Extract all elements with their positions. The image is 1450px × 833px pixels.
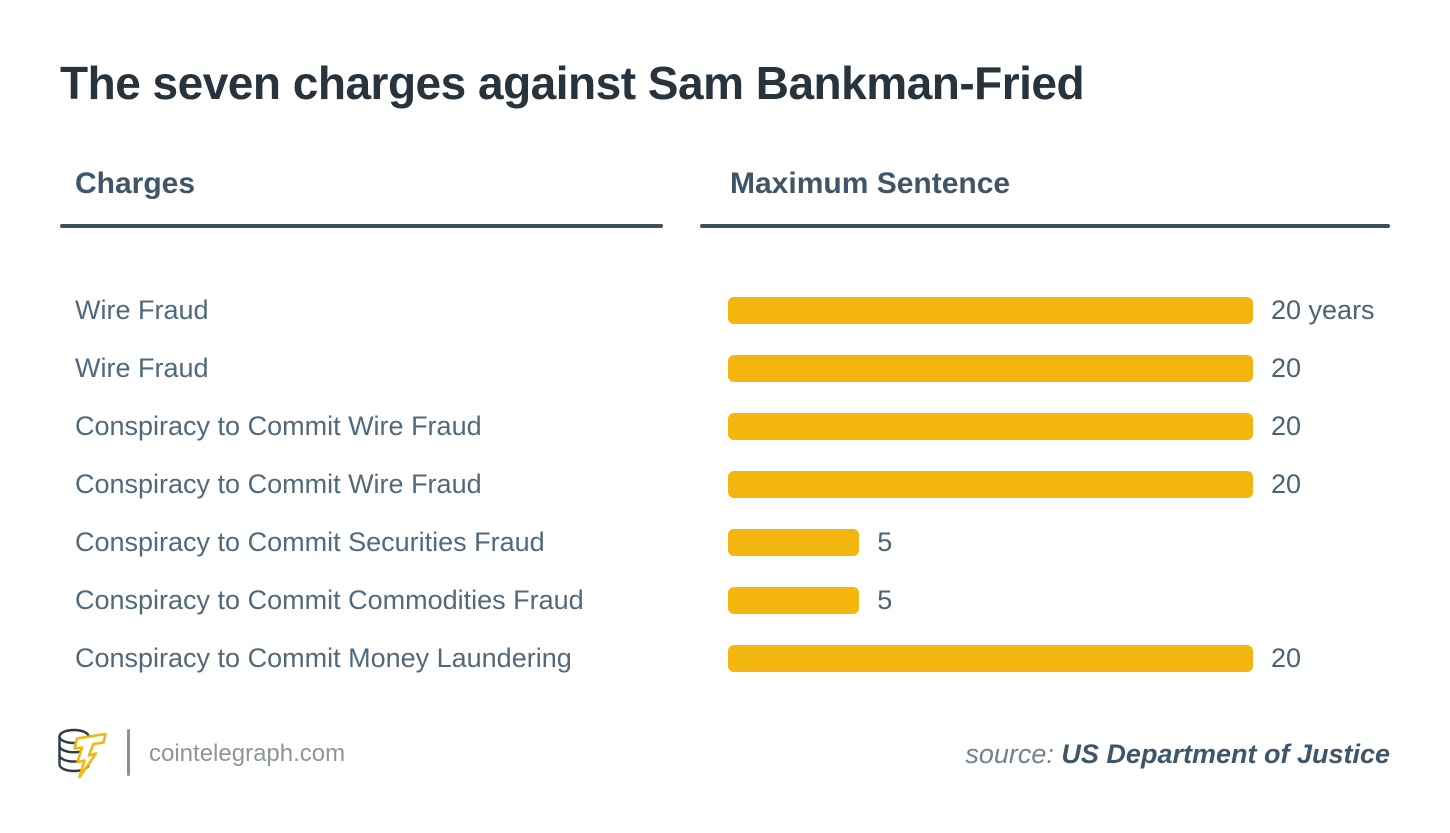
sentence-bar xyxy=(728,412,1253,440)
charges-header-rule xyxy=(60,224,663,228)
chart-row: Conspiracy to Commit Wire Fraud 20 xyxy=(0,397,1450,455)
charge-label: Conspiracy to Commit Wire Fraud xyxy=(75,410,482,441)
sentence-value-label: 20 xyxy=(1271,352,1302,383)
source-label: source: xyxy=(965,739,1054,769)
sentence-value-label: 20 years xyxy=(1271,294,1375,325)
sentence-bar xyxy=(728,528,860,556)
sentence-bar xyxy=(728,354,1253,382)
sentence-value-label: 20 xyxy=(1271,410,1302,441)
chart-row: Conspiracy to Commit Securities Fraud 5 xyxy=(0,513,1450,571)
charge-label: Conspiracy to Commit Securities Fraud xyxy=(75,526,545,557)
sentence-value-label: 5 xyxy=(877,584,893,615)
charge-label: Conspiracy to Commit Wire Fraud xyxy=(75,468,482,499)
chart-row: Wire Fraud 20 xyxy=(0,339,1450,397)
charge-label: Wire Fraud xyxy=(75,294,209,325)
sentence-bar xyxy=(728,586,860,614)
chart-rows: Wire Fraud 20 years Wire Fraud 20 Conspi… xyxy=(0,281,1450,687)
sentence-value-label: 20 xyxy=(1271,642,1302,673)
chart-row: Conspiracy to Commit Wire Fraud 20 xyxy=(0,455,1450,513)
sentence-bar xyxy=(728,644,1253,672)
chart-row: Wire Fraud 20 years xyxy=(0,281,1450,339)
chart-row: Conspiracy to Commit Money Laundering 20 xyxy=(0,629,1450,687)
sentence-value-label: 20 xyxy=(1271,468,1302,499)
footer-divider xyxy=(127,729,130,776)
charge-label: Wire Fraud xyxy=(75,352,209,383)
sentence-value-label: 5 xyxy=(877,526,893,557)
sentence-bar xyxy=(728,470,1253,498)
page-title: The seven charges against Sam Bankman-Fr… xyxy=(60,57,1085,109)
chart-row: Conspiracy to Commit Commodities Fraud 5 xyxy=(0,571,1450,629)
source-attribution: source: US Department of Justice xyxy=(965,739,1390,770)
maximum-sentence-column-header: Maximum Sentence xyxy=(730,167,1011,200)
sentence-bar xyxy=(728,296,1253,324)
charge-label: Conspiracy to Commit Commodities Fraud xyxy=(75,584,584,615)
publisher-site-label: cointelegraph.com xyxy=(149,740,346,767)
charges-column-header: Charges xyxy=(75,167,196,200)
cointelegraph-logo xyxy=(58,728,107,779)
source-value: US Department of Justice xyxy=(1061,739,1390,769)
lightning-t-icon xyxy=(73,732,107,779)
charge-label: Conspiracy to Commit Money Laundering xyxy=(75,642,572,673)
sentence-header-rule xyxy=(700,224,1390,228)
